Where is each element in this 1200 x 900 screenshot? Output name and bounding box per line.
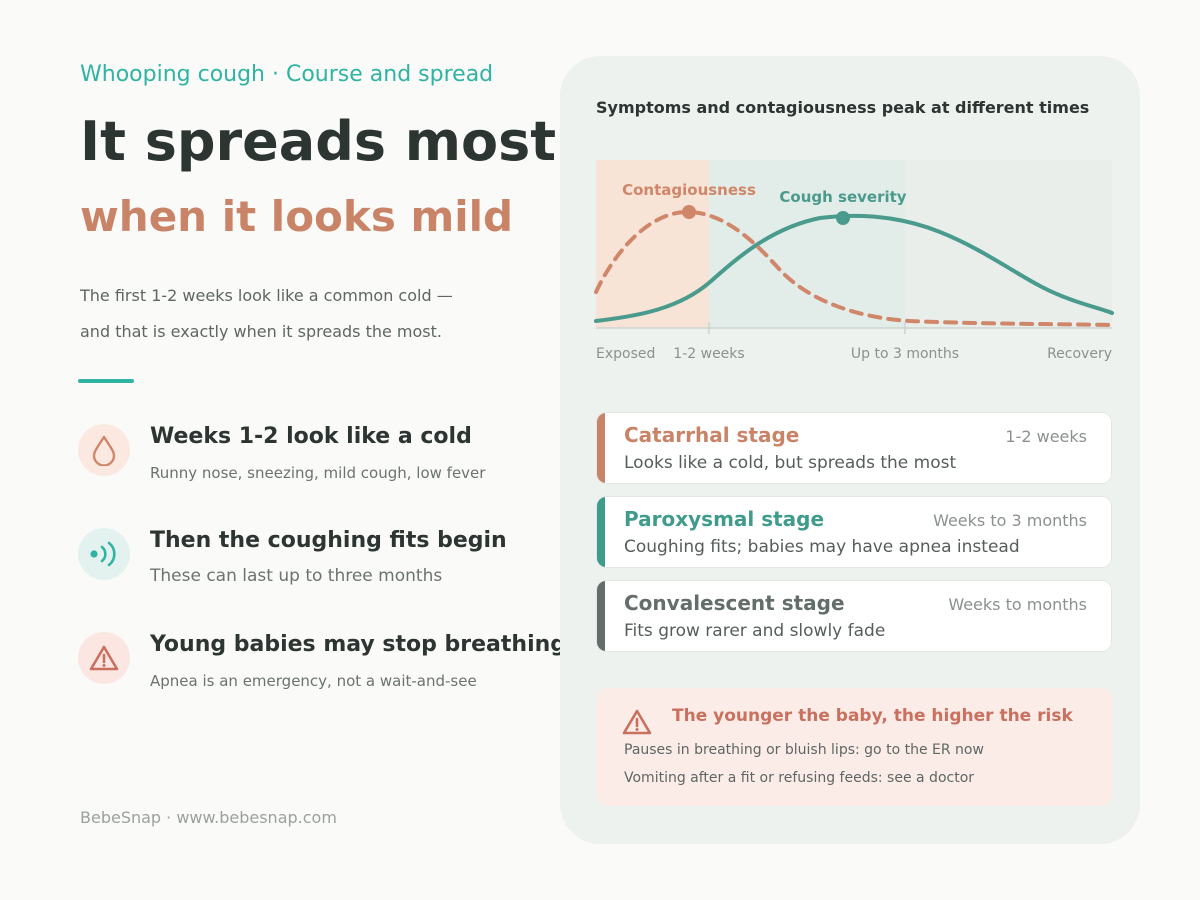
footer-credit: BebeSnap · www.bebesnap.com: [80, 808, 337, 827]
alert-line: Vomiting after a fit or refusing feeds: …: [624, 770, 975, 786]
series-label-contagiousness: Contagiousness: [622, 181, 756, 199]
stage-card-convalescent: Convalescent stage Weeks to months Fits …: [596, 580, 1112, 652]
peak-point-cough-severity: [836, 211, 850, 225]
phase-band-catarrhal: [596, 160, 709, 328]
stage-color-bar: [597, 581, 605, 651]
risk-alert: The younger the baby, the higher the ris…: [596, 688, 1112, 806]
feature-subtitle: These can last up to three months: [150, 566, 443, 586]
stage-name: Paroxysmal stage: [624, 507, 825, 531]
feature-item-apnea: Young babies may stop breathing Apnea is…: [78, 630, 566, 700]
feature-item-coughing-fits: Then the coughing fits begin These can l…: [78, 526, 548, 596]
peak-point-contagiousness: [682, 205, 696, 219]
x-tick-label: Recovery: [1047, 346, 1112, 362]
alert-title: The younger the baby, the higher the ris…: [672, 706, 1073, 726]
x-tick-label: Up to 3 months: [851, 346, 959, 362]
feature-title: Then the coughing fits begin: [150, 528, 507, 553]
course-chart: Contagiousness Cough severity Exposed 1-…: [594, 160, 1114, 362]
intro-line2: and that is exactly when it spreads the …: [80, 322, 442, 341]
divider: [78, 379, 134, 383]
intro-line1: The first 1-2 weeks look like a common c…: [80, 286, 453, 305]
series-line-cough-severity: [594, 213, 1114, 323]
stage-color-bar: [597, 413, 605, 483]
stage-color-bar: [597, 497, 605, 567]
stage-card-catarrhal: Catarrhal stage 1-2 weeks Looks like a c…: [596, 412, 1112, 484]
stage-description: Fits grow rarer and slowly fade: [624, 621, 886, 641]
feature-title: Young babies may stop breathing: [150, 632, 567, 657]
alert-line: Pauses in breathing or bluish lips: go t…: [624, 742, 984, 758]
stage-description: Looks like a cold, but spreads the most: [624, 453, 957, 473]
left-column: Whooping cough · Course and spread It sp…: [78, 0, 566, 900]
stage-duration: Weeks to months: [948, 595, 1087, 614]
sound-waves-icon: [78, 528, 130, 580]
x-tick-label: 1-2 weeks: [673, 346, 744, 362]
feature-title: Weeks 1-2 look like a cold: [150, 424, 472, 449]
warning-icon: [622, 708, 652, 740]
intro-text: The first 1-2 weeks look like a common c…: [80, 278, 540, 350]
series-label-cough-severity: Cough severity: [779, 188, 906, 206]
stage-name: Convalescent stage: [624, 591, 845, 615]
eyebrow: Whooping cough · Course and spread: [80, 62, 494, 87]
feature-subtitle: Runny nose, sneezing, mild cough, low fe…: [150, 464, 486, 482]
warning-icon: [78, 632, 130, 684]
stage-duration: 1-2 weeks: [1005, 427, 1087, 446]
x-tick-label: Exposed: [596, 346, 655, 362]
stage-duration: Weeks to 3 months: [933, 511, 1087, 530]
feature-item-cold: Weeks 1-2 look like a cold Runny nose, s…: [78, 422, 548, 492]
stages-panel: Symptoms and contagiousness peak at diff…: [560, 56, 1140, 844]
page-title-line1: It spreads most: [80, 110, 557, 173]
stage-name: Catarrhal stage: [624, 423, 800, 447]
droplet-icon: [78, 424, 130, 476]
stage-description: Coughing fits; babies may have apnea ins…: [624, 537, 1020, 557]
feature-subtitle: Apnea is an emergency, not a wait-and-se…: [150, 672, 477, 690]
page-title-line2: when it looks mild: [80, 192, 514, 241]
stage-card-paroxysmal: Paroxysmal stage Weeks to 3 months Cough…: [596, 496, 1112, 568]
series-line-contagiousness: [594, 209, 1114, 327]
phase-band-paroxysmal: [709, 160, 905, 328]
chart-title: Symptoms and contagiousness peak at diff…: [596, 98, 1090, 117]
